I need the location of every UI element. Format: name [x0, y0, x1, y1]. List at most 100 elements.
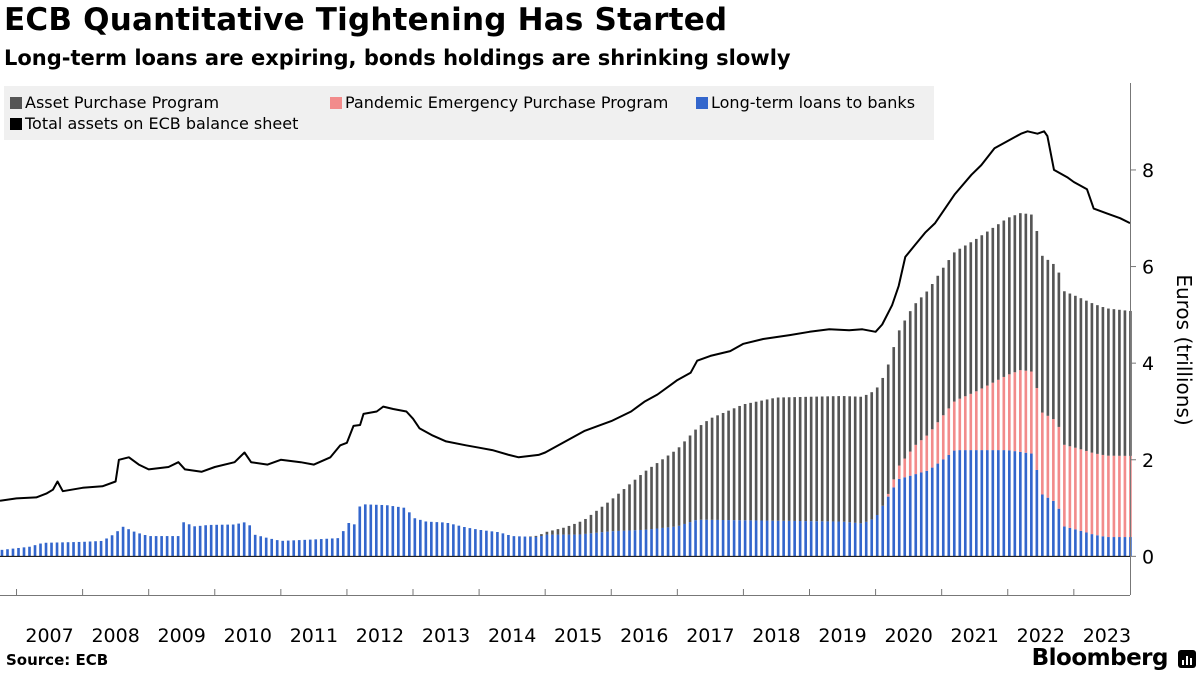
bar-pepp — [963, 396, 967, 451]
bar-app — [897, 330, 901, 466]
bar-loans — [540, 535, 543, 557]
bar-pepp — [892, 479, 896, 488]
bar-app — [1057, 272, 1061, 427]
bar-loans — [694, 520, 697, 557]
bar-loans — [600, 532, 604, 557]
bar-app — [974, 238, 978, 392]
bar-app — [804, 396, 807, 522]
legend-swatch-loans — [696, 96, 708, 109]
x-tick-label: 2015 — [554, 625, 602, 647]
bar-loans — [297, 540, 301, 557]
bar-loans — [1002, 450, 1006, 557]
bar-loans — [463, 527, 466, 557]
legend-item-loans: Long-term loans to banks — [696, 93, 915, 112]
bar-loans — [798, 521, 802, 557]
chart-title: ECB Quantitative Tightening Has Started — [4, 2, 728, 38]
bar-app — [562, 527, 565, 535]
bar-app — [886, 364, 890, 494]
bar-pepp — [1035, 387, 1039, 470]
bar-loans — [820, 521, 824, 557]
bar-loans — [1035, 469, 1039, 557]
bar-loans — [991, 450, 995, 557]
bar-loans — [947, 455, 951, 557]
bar-app — [1024, 213, 1028, 371]
bar-loans — [1063, 526, 1066, 557]
bar-app — [980, 235, 984, 389]
bar-pepp — [1013, 372, 1017, 452]
bar-loans — [413, 518, 417, 557]
bar-app — [611, 498, 615, 532]
bar-app — [776, 397, 780, 521]
bar-app — [864, 394, 868, 522]
bar-loans — [903, 477, 907, 557]
bar-loans — [853, 522, 857, 557]
bar-loans — [154, 536, 158, 557]
bar-loans — [611, 531, 615, 557]
bar-loans — [666, 527, 670, 557]
bar-pepp — [980, 388, 984, 451]
bar-loans — [50, 542, 53, 557]
x-tick-label: 2017 — [686, 625, 734, 647]
bar-pepp — [914, 444, 918, 475]
bar-pepp — [1041, 412, 1044, 495]
bar-loans — [974, 450, 978, 557]
bar-loans — [0, 549, 4, 557]
bar-pepp — [985, 385, 989, 451]
bar-loans — [826, 521, 829, 557]
bar-app — [1112, 309, 1116, 456]
bar-loans — [396, 506, 400, 557]
bar-loans — [441, 522, 444, 557]
legend-label-total: Total assets on ECB balance sheet — [25, 114, 299, 133]
bar-app — [947, 260, 951, 409]
bar-loans — [1052, 500, 1055, 557]
bar-loans — [55, 542, 59, 557]
bar-loans — [639, 529, 642, 557]
bar-app — [1085, 300, 1088, 451]
bar-loans — [281, 540, 285, 557]
bar-app — [963, 245, 967, 397]
bar-loans — [325, 538, 329, 557]
bar-loans — [1090, 534, 1094, 557]
x-tick-label: 2020 — [884, 625, 932, 647]
bar-app — [529, 536, 532, 537]
bar-loans — [171, 536, 174, 557]
bar-loans — [584, 533, 587, 557]
bar-app — [1008, 217, 1011, 375]
bar-loans — [628, 530, 631, 557]
bar-loans — [980, 450, 984, 557]
bar-loans — [727, 520, 730, 557]
bar-app — [600, 506, 604, 533]
bar-loans — [551, 534, 554, 557]
bar-loans — [408, 512, 411, 557]
bar-loans — [22, 547, 26, 557]
bar-loans — [28, 546, 31, 557]
bar-app — [919, 297, 923, 441]
bar-loans — [430, 521, 433, 557]
bar-loans — [771, 520, 774, 557]
bar-loans — [578, 534, 582, 557]
bar-pepp — [997, 379, 1000, 451]
legend-label-app: Asset Purchase Program — [25, 93, 220, 112]
bar-app — [848, 396, 852, 523]
bar-app — [782, 397, 785, 521]
bar-loans — [226, 524, 229, 557]
bar-loans — [650, 529, 653, 557]
bar-loans — [1074, 529, 1077, 557]
bar-loans — [672, 526, 675, 557]
x-tick-label: 2012 — [356, 625, 404, 647]
bar-loans — [149, 536, 152, 557]
bar-loans — [699, 519, 703, 557]
bar-loans — [336, 538, 340, 557]
x-tick-label: 2014 — [488, 625, 536, 647]
bar-pepp — [1057, 426, 1061, 509]
bar-pepp — [1019, 370, 1022, 452]
bar-app — [732, 408, 736, 521]
bar-loans — [716, 519, 719, 557]
bar-loans — [760, 520, 763, 557]
bar-loans — [787, 520, 791, 557]
bar-pepp — [958, 398, 962, 451]
bar-app — [749, 402, 752, 521]
bar-loans — [908, 475, 912, 557]
bar-loans — [1118, 537, 1121, 557]
bar-loans — [1107, 537, 1110, 557]
